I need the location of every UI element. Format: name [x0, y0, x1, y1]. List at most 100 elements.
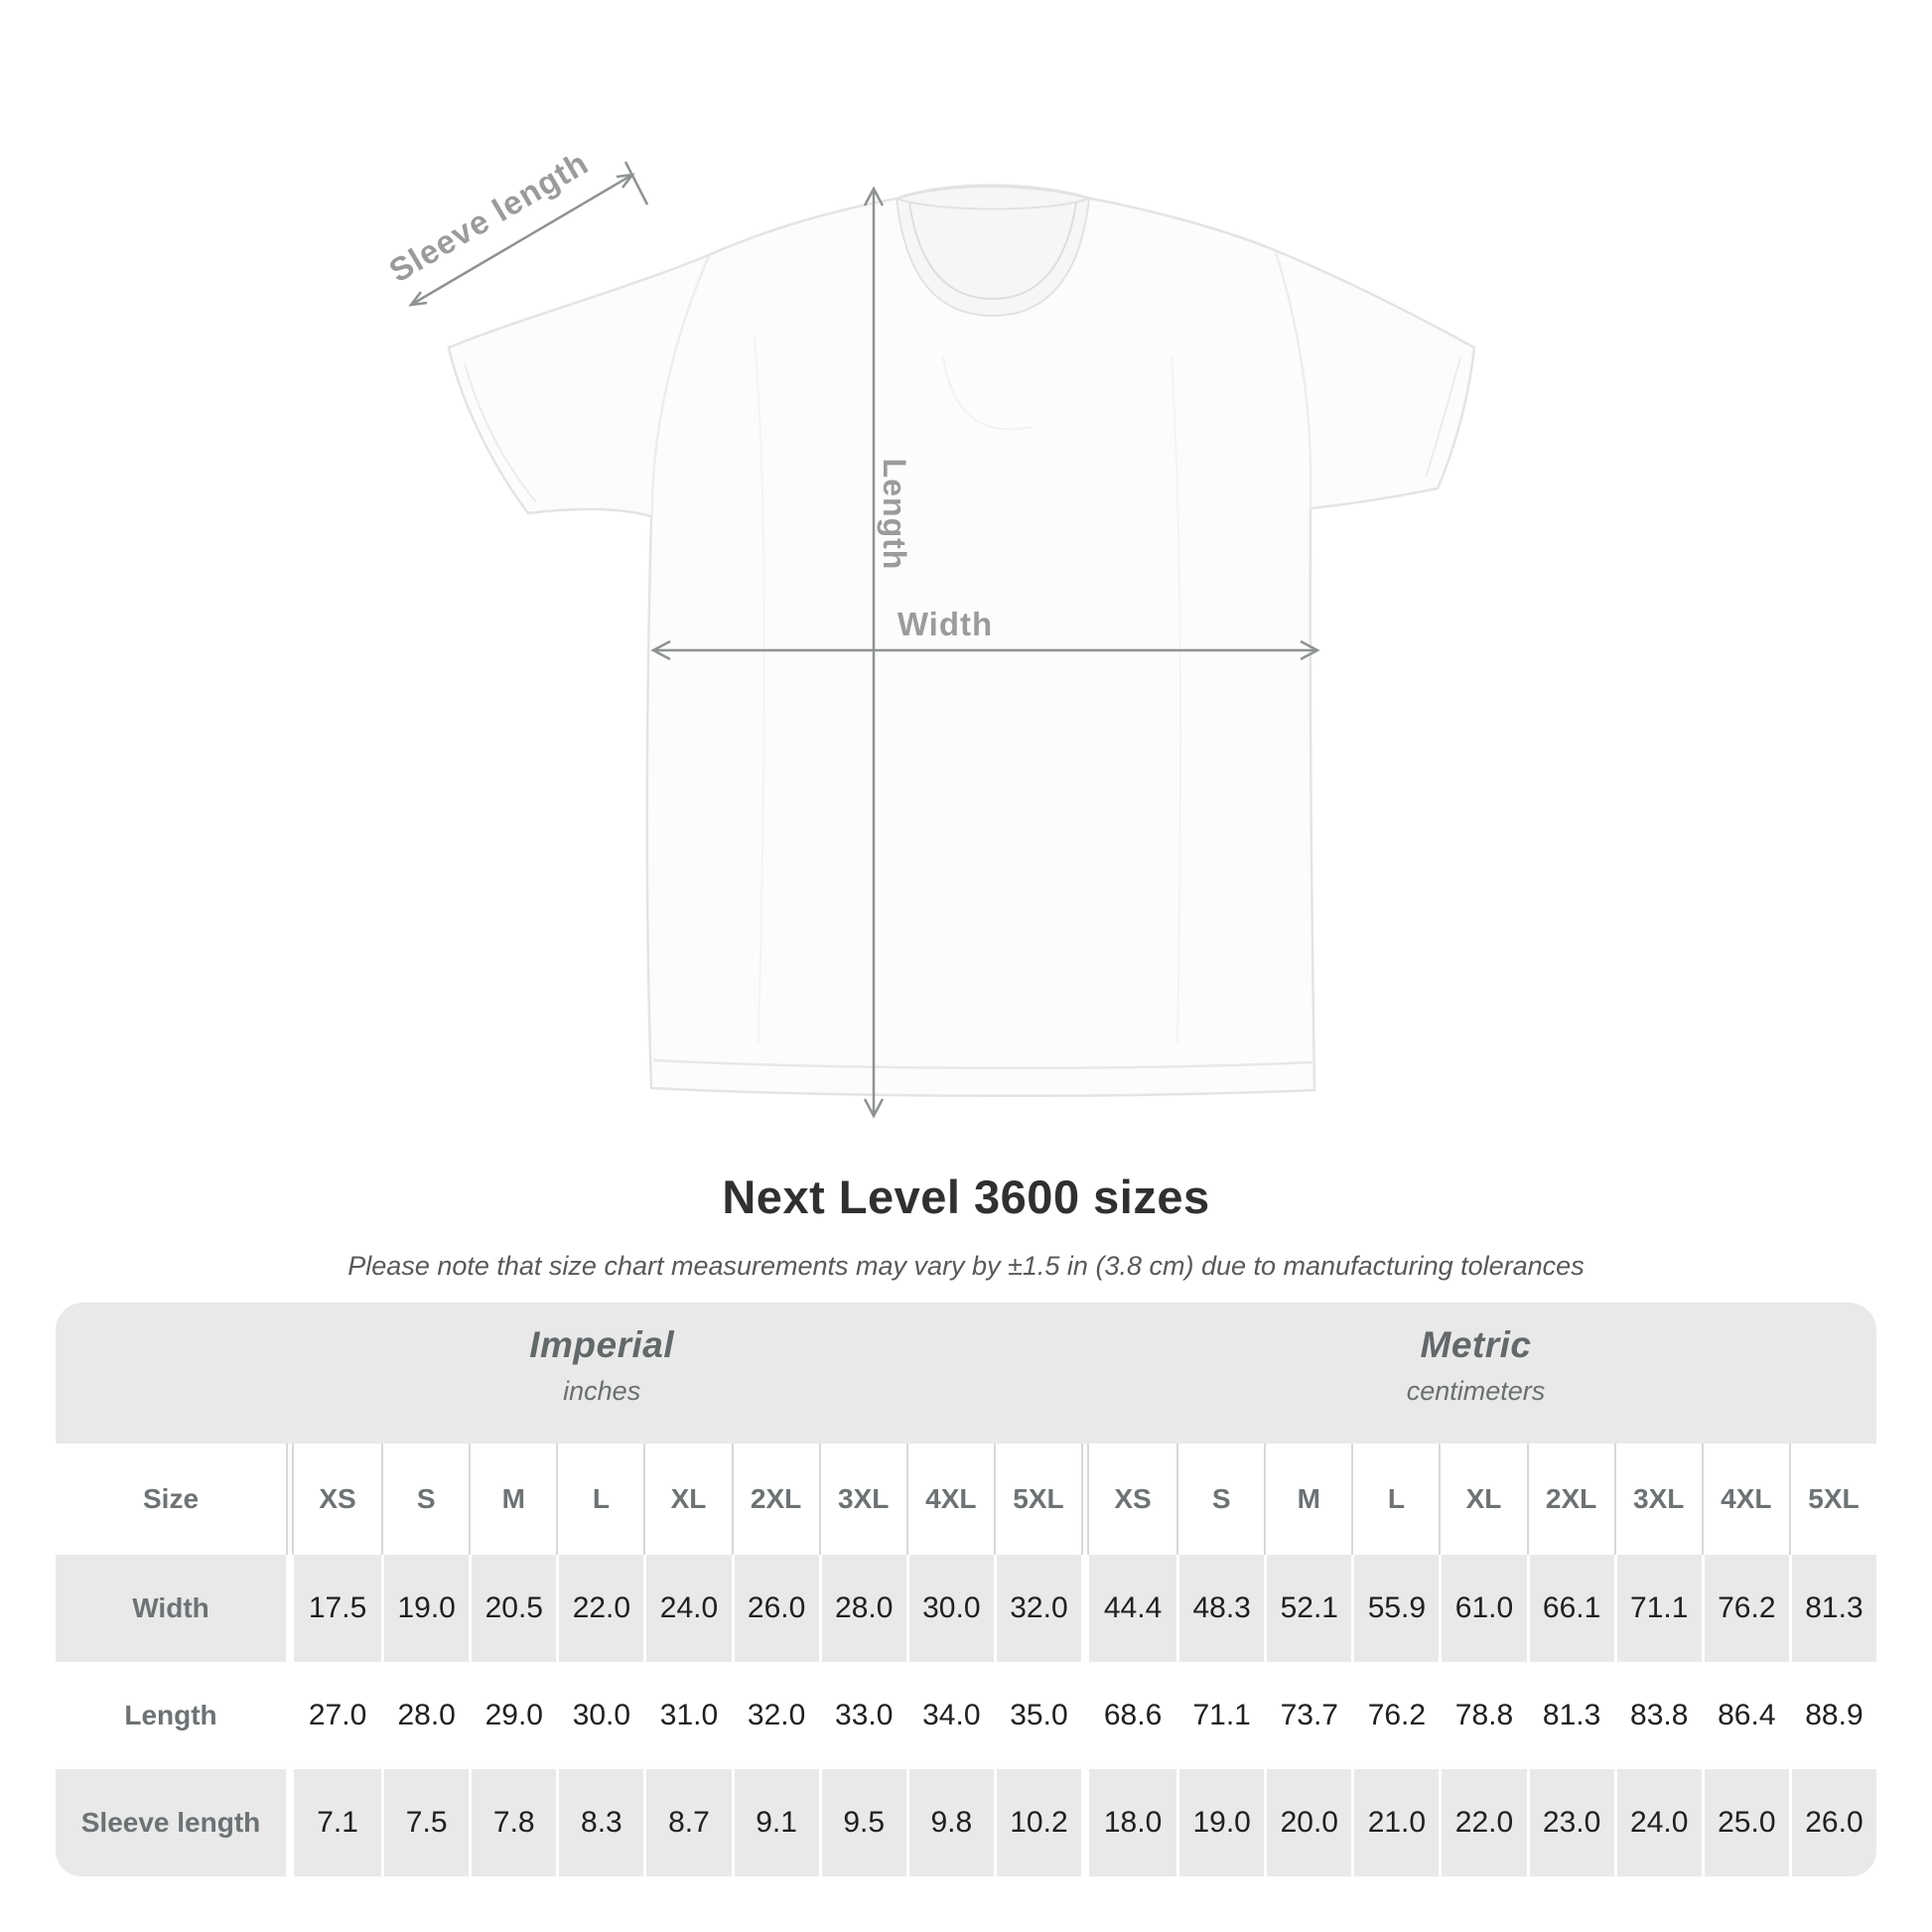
table-header-row: Size XS S M L XL 2XL 3XL 4XL 5XL XS S M … — [56, 1444, 1876, 1555]
table-row-length: Length 27.0 28.0 29.0 30.0 31.0 32.0 33.… — [56, 1662, 1876, 1769]
sleeve-imperial-l: 8.3 — [556, 1769, 643, 1876]
imperial-metric-divider — [1081, 1444, 1089, 1555]
width-arrow — [650, 639, 1320, 661]
sleeve-imperial-2xl: 9.1 — [731, 1769, 819, 1876]
sleeve-imperial-xs: 7.1 — [317, 1806, 358, 1839]
collar-inner-line — [908, 202, 1077, 301]
unit-group-metric: Metric centimeters — [1228, 1324, 1725, 1407]
size-column-header: Size — [142, 1483, 200, 1514]
length-metric-l: 76.2 — [1351, 1662, 1439, 1769]
width-imperial-5xl: 32.0 — [993, 1555, 1081, 1662]
header-metric-s: S — [1176, 1444, 1264, 1555]
width-metric-5xl: 81.3 — [1788, 1555, 1876, 1662]
page-subtitle: Please note that size chart measurements… — [347, 1251, 1585, 1281]
imperial-heading: Imperial — [529, 1324, 675, 1365]
width-metric-2xl: 66.1 — [1526, 1555, 1614, 1662]
header-metric-xs: XS — [1114, 1483, 1152, 1514]
length-metric-5xl: 88.9 — [1788, 1662, 1876, 1769]
width-imperial-4xl: 30.0 — [905, 1555, 994, 1662]
sleeve-metric-m: 20.0 — [1264, 1769, 1351, 1876]
row-label: Sleeve length — [80, 1807, 261, 1838]
row-label: Width — [132, 1592, 209, 1623]
sleeve-imperial-4xl: 9.8 — [905, 1769, 994, 1876]
header-metric-5xl: 5XL — [1788, 1444, 1876, 1555]
collar-back-line — [896, 198, 1090, 210]
width-imperial-xl: 24.0 — [643, 1555, 731, 1662]
header-imperial-xl: XL — [643, 1444, 731, 1555]
length-imperial-l: 30.0 — [556, 1662, 643, 1769]
sleeve-metric-xl: 22.0 — [1439, 1769, 1526, 1876]
size-table: Imperial inches Metric centimeters Size … — [56, 1303, 1876, 1876]
sleeve-length-arrow — [408, 161, 649, 307]
table-row-sleeve-length: Sleeve length 7.1 7.5 7.8 8.3 8.7 9.1 9.… — [56, 1769, 1876, 1876]
row-label: Length — [124, 1700, 217, 1730]
header-imperial-5xl: 5XL — [993, 1444, 1081, 1555]
tshirt-graphic — [447, 184, 1476, 1098]
header-imperial-2xl: 2XL — [731, 1444, 819, 1555]
length-imperial-m: 29.0 — [469, 1662, 556, 1769]
length-metric-2xl: 81.3 — [1526, 1662, 1614, 1769]
length-metric-3xl: 83.8 — [1613, 1662, 1702, 1769]
length-metric-4xl: 86.4 — [1701, 1662, 1789, 1769]
width-imperial-3xl: 28.0 — [818, 1555, 906, 1662]
width-metric-m: 52.1 — [1264, 1555, 1351, 1662]
header-imperial-xs: XS — [319, 1483, 356, 1514]
metric-heading: Metric — [1420, 1324, 1532, 1365]
width-metric-xs: 44.4 — [1103, 1591, 1163, 1624]
collar-outline — [895, 186, 1091, 318]
length-metric-s: 71.1 — [1176, 1662, 1264, 1769]
length-imperial-s: 28.0 — [381, 1662, 469, 1769]
length-metric-xs: 68.6 — [1103, 1699, 1163, 1731]
header-metric-4xl: 4XL — [1701, 1444, 1789, 1555]
length-imperial-4xl: 34.0 — [905, 1662, 994, 1769]
sleeve-metric-3xl: 24.0 — [1613, 1769, 1702, 1876]
width-metric-3xl: 71.1 — [1613, 1555, 1702, 1662]
imperial-unit: inches — [563, 1376, 641, 1406]
sleeve-imperial-3xl: 9.5 — [818, 1769, 906, 1876]
width-imperial-xs: 17.5 — [308, 1591, 367, 1624]
sleeve-metric-s: 19.0 — [1176, 1769, 1264, 1876]
sleeve-imperial-xl: 8.7 — [643, 1769, 731, 1876]
width-metric-s: 48.3 — [1176, 1555, 1264, 1662]
sleeve-metric-5xl: 26.0 — [1788, 1769, 1876, 1876]
length-metric-m: 73.7 — [1264, 1662, 1351, 1769]
length-imperial-5xl: 35.0 — [993, 1662, 1081, 1769]
length-imperial-3xl: 33.0 — [818, 1662, 906, 1769]
length-metric-xl: 78.8 — [1439, 1662, 1526, 1769]
sleeve-imperial-m: 7.8 — [469, 1769, 556, 1876]
header-imperial-s: S — [381, 1444, 469, 1555]
metric-unit: centimeters — [1406, 1376, 1546, 1406]
page-title: Next Level 3600 sizes — [722, 1171, 1210, 1223]
width-imperial-m: 20.5 — [469, 1555, 556, 1662]
width-imperial-l: 22.0 — [556, 1555, 643, 1662]
width-imperial-s: 19.0 — [381, 1555, 469, 1662]
header-metric-m: M — [1264, 1444, 1351, 1555]
width-metric-l: 55.9 — [1351, 1555, 1439, 1662]
length-imperial-xl: 31.0 — [643, 1662, 731, 1769]
unit-band: Imperial inches Metric centimeters — [56, 1303, 1876, 1444]
width-imperial-2xl: 26.0 — [731, 1555, 819, 1662]
length-imperial-2xl: 32.0 — [731, 1662, 819, 1769]
length-imperial-xs: 27.0 — [308, 1699, 367, 1731]
length-arrow — [863, 186, 885, 1119]
unit-group-imperial: Imperial inches — [353, 1324, 850, 1407]
sleeve-metric-l: 21.0 — [1351, 1769, 1439, 1876]
header-imperial-4xl: 4XL — [905, 1444, 994, 1555]
sleeve-imperial-5xl: 10.2 — [993, 1769, 1081, 1876]
sleeve-imperial-s: 7.5 — [381, 1769, 469, 1876]
width-metric-4xl: 76.2 — [1701, 1555, 1789, 1662]
header-imperial-3xl: 3XL — [818, 1444, 906, 1555]
sleeve-metric-xs: 18.0 — [1103, 1806, 1163, 1839]
length-label: Length — [877, 459, 912, 571]
header-imperial-l: L — [556, 1444, 643, 1555]
header-metric-3xl: 3XL — [1613, 1444, 1702, 1555]
header-metric-l: L — [1351, 1444, 1439, 1555]
header-metric-xl: XL — [1439, 1444, 1526, 1555]
column-divider — [286, 1444, 294, 1555]
sleeve-metric-4xl: 25.0 — [1701, 1769, 1789, 1876]
table-row-width: Width 17.5 19.0 20.5 22.0 24.0 26.0 28.0… — [56, 1555, 1876, 1662]
header-imperial-m: M — [469, 1444, 556, 1555]
tshirt-measurement-diagram: Sleeve length Length Width — [383, 144, 1476, 1119]
header-metric-2xl: 2XL — [1526, 1444, 1614, 1555]
width-label: Width — [897, 606, 993, 642]
